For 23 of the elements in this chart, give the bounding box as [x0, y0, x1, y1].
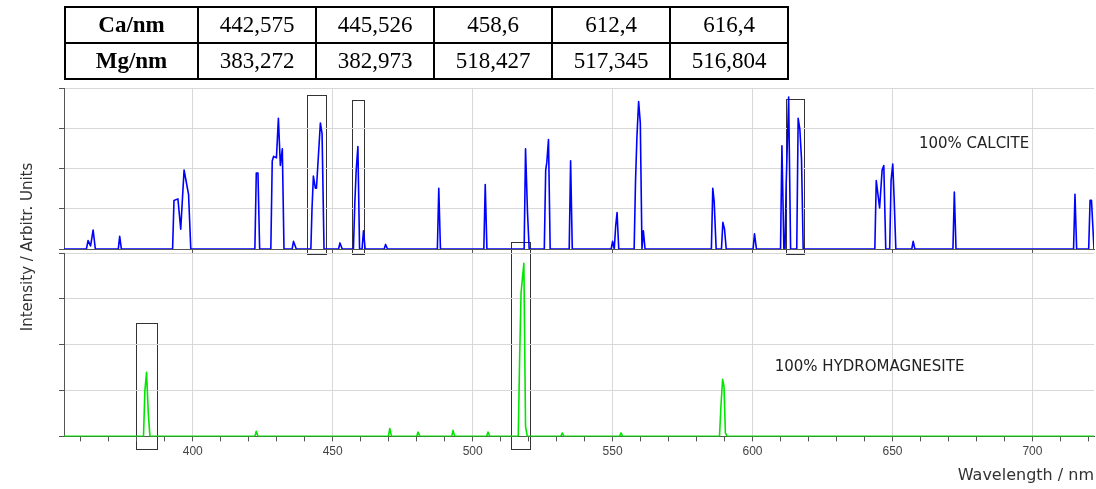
text: 616,4 [670, 7, 788, 43]
x-axis-title: Wavelength / nm [957, 464, 1094, 484]
text: Ca/nm [65, 7, 198, 43]
x-tick-label: 450 [322, 443, 344, 458]
x-tick-label: 600 [742, 443, 763, 458]
text: 612,4 [552, 7, 670, 43]
text: 445,526 [316, 7, 434, 43]
series-label: 100% CALCITE [918, 134, 1030, 153]
x-tick-label: 650 [882, 443, 903, 458]
text: 516,804 [670, 43, 788, 79]
x-tick-label: 550 [602, 443, 623, 458]
text: 442,575 [198, 7, 316, 43]
text: 100% HYDROMAGNESITE [774, 356, 965, 375]
y-axis-title: Intensity / Arbitr. Units [18, 161, 36, 334]
text: 382,973 [316, 43, 434, 79]
x-tick-label: 400 [182, 443, 204, 458]
x-tick-label: 700 [1022, 443, 1043, 458]
text: 518,427 [434, 43, 552, 79]
x-tick-label: 500 [462, 443, 483, 458]
text: Mg/nm [65, 43, 198, 79]
text: 383,272 [198, 43, 316, 79]
text: 517,345 [552, 43, 670, 79]
text: 458,6 [434, 7, 552, 43]
